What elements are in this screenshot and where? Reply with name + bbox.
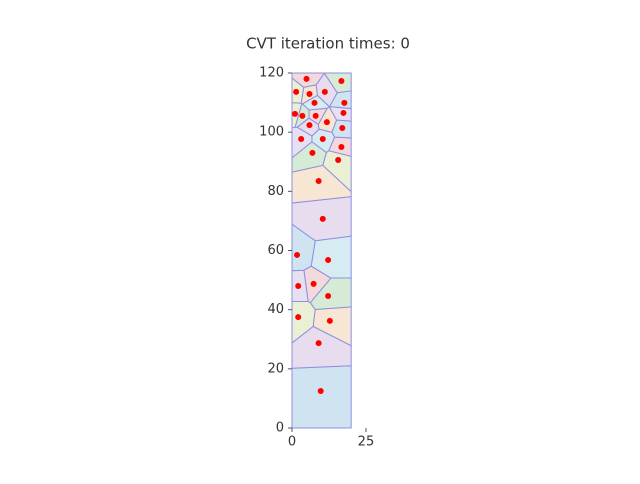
- point: [303, 75, 310, 82]
- point: [335, 156, 342, 163]
- point: [306, 122, 313, 129]
- point: [309, 149, 316, 156]
- point: [306, 91, 313, 98]
- chart-title: CVT iteration times: 0: [246, 35, 410, 53]
- point: [340, 109, 347, 116]
- point: [319, 135, 326, 142]
- point: [341, 99, 348, 106]
- x-tick-label: 25: [358, 435, 375, 450]
- point: [294, 251, 301, 258]
- point: [338, 143, 345, 150]
- y-tick-label: 100: [259, 125, 284, 140]
- point: [311, 99, 318, 106]
- point: [323, 119, 330, 126]
- voronoi-cells: [291, 72, 352, 429]
- point: [325, 256, 332, 263]
- point: [317, 388, 324, 395]
- point: [293, 88, 300, 95]
- point: [291, 110, 298, 117]
- point: [319, 215, 326, 222]
- y-tick-label: 120: [259, 66, 284, 81]
- point: [299, 112, 306, 119]
- plot-foreground: 0 20 40 60 80 100 120 0 25: [259, 66, 374, 450]
- y-tick-label: 20: [267, 361, 284, 376]
- point: [295, 283, 302, 289]
- point: [339, 125, 346, 132]
- voronoi-cell: [291, 365, 352, 429]
- y-tick-label: 0: [276, 421, 284, 436]
- point: [310, 280, 317, 287]
- y-tick-label: 40: [267, 302, 284, 317]
- point: [321, 88, 328, 95]
- point: [315, 340, 322, 347]
- y-tick-label: 60: [267, 243, 284, 258]
- point: [312, 112, 319, 119]
- point: [295, 314, 302, 321]
- point: [326, 317, 333, 324]
- point: [325, 293, 332, 300]
- point: [298, 135, 305, 142]
- x-tick-label: 0: [288, 435, 296, 450]
- y-tick-label: 80: [267, 184, 284, 199]
- point: [338, 77, 345, 84]
- point: [315, 177, 322, 184]
